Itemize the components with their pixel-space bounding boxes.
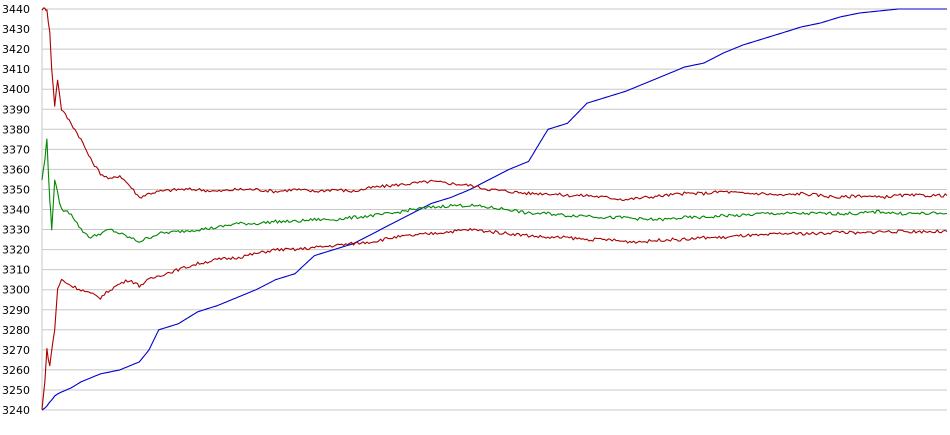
series-line-3 xyxy=(41,138,948,243)
y-axis-tick-labels: 3440 3430 3420 3410 3400 3390 3380 3370 3360 3350… xyxy=(2,3,30,417)
y-tick-label: 3320 xyxy=(2,244,30,257)
y-tick-label: 3290 xyxy=(2,304,30,317)
y-tick-label: 3370 xyxy=(2,143,30,156)
series-lines xyxy=(41,7,948,411)
y-tick-label: 3440 xyxy=(2,3,30,16)
series-line-2 xyxy=(41,7,948,201)
y-tick-label: 3360 xyxy=(2,163,30,176)
y-tick-label: 3280 xyxy=(2,324,30,337)
gridlines xyxy=(41,8,947,411)
y-tick-label: 3250 xyxy=(2,384,30,397)
y-tick-label: 3300 xyxy=(2,284,30,297)
y-tick-label: 3410 xyxy=(2,63,30,76)
y-tick-label: 3400 xyxy=(2,83,30,96)
y-tick-label: 3240 xyxy=(2,404,30,417)
y-tick-label: 3350 xyxy=(2,183,30,196)
y-tick-label: 3380 xyxy=(2,123,30,136)
series-line-4 xyxy=(41,227,948,410)
y-tick-label: 3330 xyxy=(2,224,30,237)
y-tick-label: 3270 xyxy=(2,344,30,357)
y-tick-label: 3310 xyxy=(2,264,30,277)
series-line-1 xyxy=(41,8,947,411)
y-tick-label: 3340 xyxy=(2,204,30,217)
y-tick-label: 3260 xyxy=(2,364,30,377)
y-tick-label: 3390 xyxy=(2,103,30,116)
y-tick-label: 3420 xyxy=(2,43,30,56)
y-tick-label: 3430 xyxy=(2,23,30,36)
